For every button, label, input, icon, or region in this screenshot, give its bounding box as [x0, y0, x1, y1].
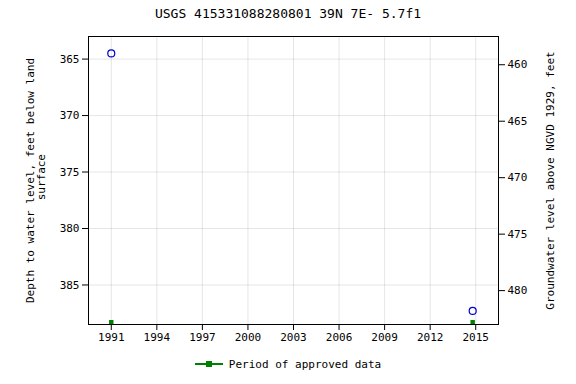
svg-text:2003: 2003 — [280, 331, 307, 344]
svg-text:470: 470 — [508, 171, 528, 184]
html-text:Period of approved data: Period of approved data — [228, 357, 382, 371]
svg-text:1991: 1991 — [98, 331, 125, 344]
svg-text:375: 375 — [60, 166, 80, 179]
svg-text:2009: 2009 — [371, 331, 398, 344]
svg-text:465: 465 — [508, 115, 528, 128]
svg-text:460: 460 — [508, 58, 528, 71]
svg-text:2000: 2000 — [235, 331, 262, 344]
svg-text:380: 380 — [60, 222, 80, 235]
svg-text:2012: 2012 — [417, 331, 444, 344]
svg-text:2006: 2006 — [326, 331, 353, 344]
svg-text:1994: 1994 — [144, 331, 171, 344]
svg-text:475: 475 — [508, 228, 528, 241]
svg-text:385: 385 — [60, 278, 80, 291]
svg-text:1997: 1997 — [189, 331, 216, 344]
svg-text:2015: 2015 — [462, 331, 489, 344]
svg-text:Depth to water level, feet bel: Depth to water level, feet below land su… — [24, 58, 48, 303]
svg-text:Groundwater level above NGVD 1: Groundwater level above NGVD 1929, feet — [544, 51, 557, 309]
html-text:USGS 415331088280801 39N 7E- 5: USGS 415331088280801 39N 7E- 5.7f1 — [154, 6, 421, 21]
svg-text:370: 370 — [60, 109, 80, 122]
svg-text:365: 365 — [60, 53, 80, 66]
svg-text:480: 480 — [508, 284, 528, 297]
